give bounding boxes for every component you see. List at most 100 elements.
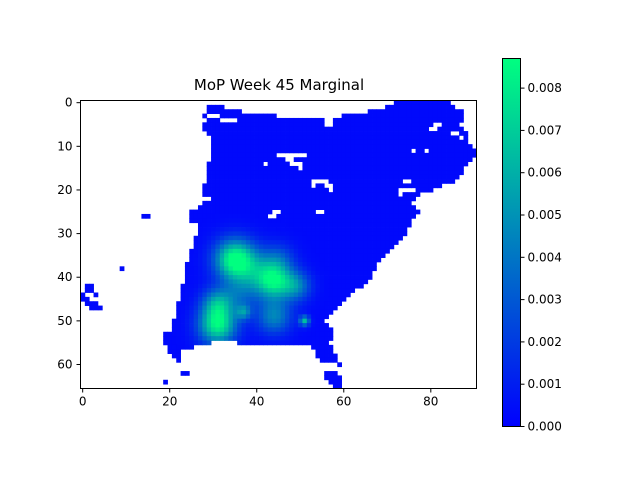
heatmap-cell <box>311 213 316 219</box>
heatmap-cell <box>332 375 338 381</box>
heatmap-cell <box>180 331 186 337</box>
heatmap-cell <box>298 340 303 346</box>
heatmap-cell <box>280 117 286 123</box>
heatmap-cell <box>328 152 334 158</box>
heatmap-cell <box>254 200 260 206</box>
heatmap-cell <box>419 144 425 149</box>
heatmap-cell <box>376 144 382 149</box>
heatmap-cell <box>219 248 225 254</box>
heatmap-cell <box>228 218 234 224</box>
heatmap-cell <box>419 104 425 110</box>
heatmap-cell <box>202 235 208 241</box>
heatmap-cell <box>285 340 290 346</box>
heatmap-cell <box>211 183 216 189</box>
heatmap-cell <box>267 235 273 241</box>
heatmap-cell <box>302 270 308 276</box>
heatmap-cell <box>224 235 229 241</box>
heatmap-cell <box>411 192 416 197</box>
heatmap-cell <box>197 305 203 311</box>
heatmap-cell <box>450 157 456 162</box>
heatmap-cell <box>380 248 386 254</box>
heatmap-cell <box>350 113 356 119</box>
heatmap-cell <box>428 104 434 110</box>
heatmap-cell <box>211 261 216 267</box>
heatmap-cell <box>250 257 255 263</box>
heatmap-cell <box>363 231 369 237</box>
heatmap-cell <box>298 275 303 280</box>
heatmap-cell <box>337 135 342 141</box>
heatmap-cell <box>402 152 408 158</box>
heatmap-cell <box>376 148 382 154</box>
heatmap-cell <box>372 261 377 267</box>
heatmap-cell <box>306 227 312 232</box>
heatmap-cell <box>363 213 369 219</box>
heatmap-cell <box>389 144 395 149</box>
heatmap-cell <box>180 371 186 376</box>
heatmap-cell <box>224 131 229 136</box>
heatmap-cell <box>380 218 386 224</box>
heatmap-cell <box>424 139 430 145</box>
heatmap-cell <box>298 331 303 337</box>
heatmap-cell <box>393 139 399 145</box>
heatmap-cell <box>424 135 430 141</box>
heatmap-cell <box>219 318 225 324</box>
heatmap-cell <box>219 244 225 250</box>
heatmap-cell <box>398 196 403 202</box>
heatmap-cell <box>411 126 416 132</box>
heatmap-cell <box>215 131 221 136</box>
heatmap-cell <box>319 126 325 132</box>
heatmap-cell <box>267 135 273 141</box>
heatmap-cell <box>402 109 408 114</box>
heatmap-cell <box>389 179 395 184</box>
heatmap-cell <box>337 183 342 189</box>
colorbar-tick-label: 0.008 <box>528 81 562 95</box>
heatmap-cell <box>437 139 443 145</box>
heatmap-cell <box>232 183 238 189</box>
heatmap-cell <box>363 248 369 254</box>
heatmap-cell <box>341 122 347 128</box>
heatmap-cell <box>241 187 247 193</box>
heatmap-cell <box>350 218 356 224</box>
heatmap-cell <box>398 148 403 154</box>
heatmap-cell <box>211 318 216 324</box>
heatmap-cell <box>89 283 94 289</box>
heatmap-cell <box>228 131 234 136</box>
heatmap-cell <box>324 170 329 176</box>
heatmap-cell <box>389 187 395 193</box>
heatmap-cell <box>263 309 269 315</box>
heatmap-cell <box>432 183 438 189</box>
heatmap-cell <box>437 109 443 114</box>
heatmap-cell <box>367 275 373 280</box>
heatmap-cell <box>393 179 399 184</box>
heatmap-cell <box>276 248 282 254</box>
heatmap-cell <box>324 305 329 311</box>
heatmap-cell <box>280 240 286 245</box>
heatmap-cell <box>258 161 264 167</box>
heatmap-cell <box>289 174 295 180</box>
heatmap-cell <box>197 235 203 241</box>
heatmap-cell <box>302 340 308 346</box>
heatmap-cell <box>328 353 334 359</box>
heatmap-cell <box>280 279 286 285</box>
heatmap-cell <box>271 279 277 285</box>
heatmap-cell <box>215 218 221 224</box>
heatmap-cell <box>450 109 456 114</box>
heatmap-cell <box>319 117 325 123</box>
heatmap-cell <box>293 270 299 276</box>
heatmap-cell <box>319 323 325 328</box>
heatmap-cell <box>258 240 264 245</box>
heatmap-cell <box>419 179 425 184</box>
heatmap-cell <box>271 126 277 132</box>
heatmap-cell <box>193 323 199 328</box>
heatmap-cell <box>254 244 260 250</box>
heatmap-cell <box>219 336 225 341</box>
heatmap-cell <box>219 309 225 315</box>
heatmap-cell <box>385 244 390 250</box>
heatmap-cell <box>306 165 312 171</box>
heatmap-cell <box>197 323 203 328</box>
heatmap-cell <box>372 109 377 114</box>
heatmap-cell <box>437 161 443 167</box>
heatmap-cell <box>354 231 360 237</box>
heatmap-cell <box>428 131 434 136</box>
heatmap-cell <box>380 222 386 228</box>
